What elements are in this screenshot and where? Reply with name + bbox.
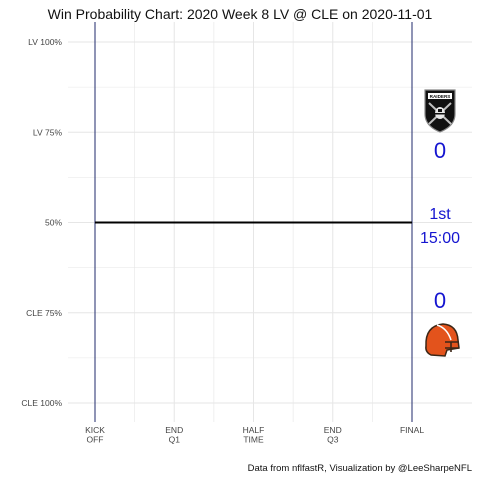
- game-quarter: 1st: [429, 206, 451, 223]
- x-tick-label-line: END: [324, 425, 342, 435]
- x-tick-label: HALF TIME: [243, 425, 265, 445]
- x-tick-label: FINAL: [400, 425, 424, 435]
- raiders-logo-text: RAIDERS: [430, 94, 451, 99]
- browns-helmet-icon: [425, 323, 460, 357]
- chart-caption: Data from nflfastR, Visualization by @Le…: [247, 463, 472, 474]
- home-score: 0: [434, 288, 446, 313]
- x-tick-label-line: TIME: [243, 435, 264, 445]
- x-tick-label: KICK OFF: [85, 425, 105, 445]
- x-tick-label-line: END: [165, 425, 183, 435]
- x-tick-label-line: HALF: [243, 425, 265, 435]
- x-tick-label-line: KICK: [85, 425, 105, 435]
- y-tick-label: 50%: [45, 218, 62, 228]
- raiders-logo-icon: RAIDERS: [424, 89, 456, 133]
- y-tick-label: LV 75%: [33, 127, 63, 137]
- x-tick-label-line: FINAL: [400, 425, 424, 435]
- y-tick-label: CLE 75%: [26, 308, 62, 318]
- x-tick-label: END Q1: [165, 425, 183, 445]
- axis-layer: LV 100% LV 75% 50% CLE 75% CLE 100% KICK OFF EN…: [21, 22, 424, 445]
- x-tick-label-line: Q3: [327, 435, 339, 445]
- x-tick-label: END Q3: [324, 425, 342, 445]
- x-tick-label-line: OFF: [87, 435, 104, 445]
- x-tick-label-line: Q1: [169, 435, 181, 445]
- y-tick-label: CLE 100%: [21, 398, 62, 408]
- away-score: 0: [434, 138, 446, 163]
- chart-title: Win Probability Chart: 2020 Week 8 LV @ …: [47, 6, 433, 22]
- game-clock: 15:00: [420, 230, 460, 247]
- y-tick-label: LV 100%: [28, 37, 62, 47]
